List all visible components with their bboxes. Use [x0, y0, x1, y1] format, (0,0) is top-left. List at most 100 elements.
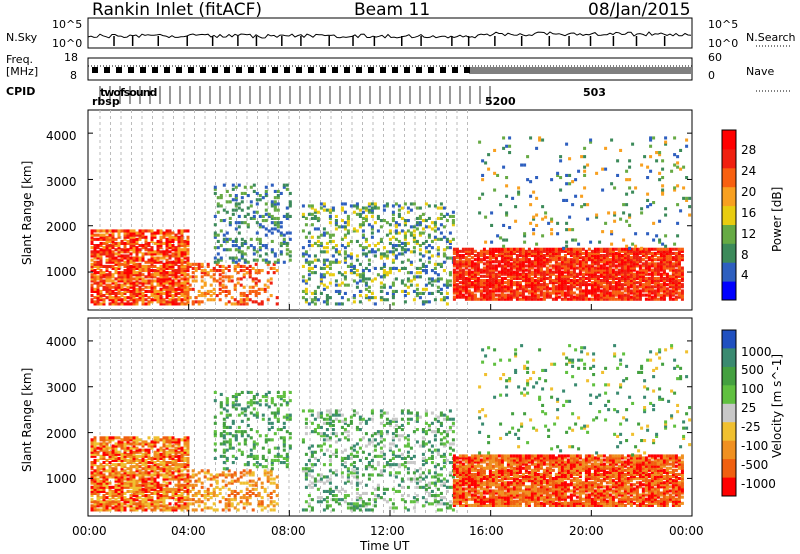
- power-cell: [180, 277, 184, 281]
- power-cell: [533, 283, 537, 287]
- velocity-cell: [147, 489, 151, 493]
- velocity-cell: [123, 471, 127, 475]
- power-cell: [337, 250, 341, 254]
- power-cell: [355, 206, 359, 210]
- power-cell: [506, 293, 510, 297]
- power-cell: [183, 264, 187, 268]
- power-cell: [222, 248, 226, 252]
- velocity-cell: [141, 477, 145, 481]
- power-cell: [273, 202, 277, 206]
- power-cell: [132, 271, 136, 275]
- power-cell: [617, 279, 621, 283]
- power-cell: [452, 264, 456, 268]
- power-cell: [266, 262, 270, 266]
- velocity-cell: [141, 498, 145, 502]
- power-cell: [216, 233, 220, 237]
- power-cell: [385, 254, 389, 258]
- power-cell: [433, 221, 437, 225]
- power-cell: [530, 297, 534, 301]
- power-cell: [677, 258, 681, 262]
- velocity-cell: [165, 438, 169, 442]
- power-cell: [677, 249, 681, 253]
- power-cell: [509, 247, 513, 251]
- power-cell: [111, 252, 115, 256]
- power-cell: [610, 182, 614, 186]
- velocity-cell: [156, 436, 160, 440]
- power-cell: [614, 293, 618, 297]
- power-cell: [448, 241, 452, 245]
- power-cell: [270, 221, 274, 225]
- power-cell: [602, 281, 606, 285]
- power-cell: [352, 266, 356, 270]
- power-cell: [304, 216, 308, 220]
- power-cell: [626, 260, 630, 264]
- power-cell: [542, 279, 546, 283]
- velocity-cell: [159, 500, 163, 504]
- power-cell: [461, 287, 465, 291]
- velocity-cell: [162, 442, 166, 446]
- power-cell: [352, 227, 356, 231]
- velocity-cell: [90, 477, 94, 481]
- velocity-cell: [168, 469, 172, 473]
- power-cell: [656, 283, 660, 287]
- power-cell: [394, 254, 398, 258]
- power-cell: [105, 239, 109, 243]
- velocity-cell: [111, 454, 115, 458]
- power-cell: [114, 298, 118, 302]
- power-cell: [340, 225, 344, 229]
- power-cell: [123, 271, 127, 275]
- power-cell: [574, 178, 578, 182]
- power-cell: [461, 256, 465, 260]
- power-cell: [246, 225, 250, 229]
- noise-left-tick-bottom: 10^0: [52, 37, 83, 50]
- power-cell: [144, 248, 148, 252]
- power-cell: [135, 294, 139, 298]
- power-cell: [484, 240, 488, 244]
- power-cell: [288, 237, 292, 241]
- xtick-0800: 08:00: [271, 524, 306, 538]
- power-cell: [467, 295, 471, 299]
- power-cell: [288, 191, 292, 195]
- power-cell: [183, 287, 187, 291]
- power-cell: [111, 296, 115, 300]
- power-cell: [527, 266, 531, 270]
- velocity-cell: [90, 479, 94, 483]
- power-cell: [584, 251, 588, 255]
- power-cell: [677, 260, 681, 264]
- power-cell: [168, 250, 172, 254]
- power-cell: [503, 281, 507, 285]
- power-cell: [191, 279, 195, 283]
- power-cell: [631, 142, 635, 146]
- power-cell: [635, 256, 639, 260]
- power-cell: [415, 287, 419, 291]
- power-cell: [243, 239, 247, 243]
- power-cell: [310, 206, 314, 210]
- power-cell: [557, 276, 561, 280]
- power-cell: [605, 256, 609, 260]
- power-cell: [674, 295, 678, 299]
- power-cell: [569, 249, 573, 253]
- power-cell: [629, 260, 633, 264]
- power-cell: [254, 281, 258, 285]
- power-cell: [575, 247, 579, 251]
- velocity-cell: [129, 467, 133, 471]
- power-cell: [488, 262, 492, 266]
- power-cell: [191, 302, 195, 306]
- velocity-cell: [156, 448, 160, 452]
- power-cell: [228, 194, 232, 198]
- power-cell: [551, 258, 555, 262]
- power-cell: [316, 219, 320, 223]
- power-cell: [279, 231, 283, 235]
- power-cell: [237, 214, 241, 218]
- power-cell: [263, 283, 267, 287]
- power-cell: [171, 289, 175, 293]
- power-cell: [632, 247, 636, 251]
- power-cell: [403, 289, 407, 293]
- power-cell: [412, 235, 416, 239]
- velocity-cell: [90, 475, 94, 479]
- power-cell: [90, 287, 94, 291]
- power-cell: [340, 296, 344, 300]
- power-cell: [105, 285, 109, 289]
- power-cell: [358, 294, 362, 298]
- velocity-cell: [144, 479, 148, 483]
